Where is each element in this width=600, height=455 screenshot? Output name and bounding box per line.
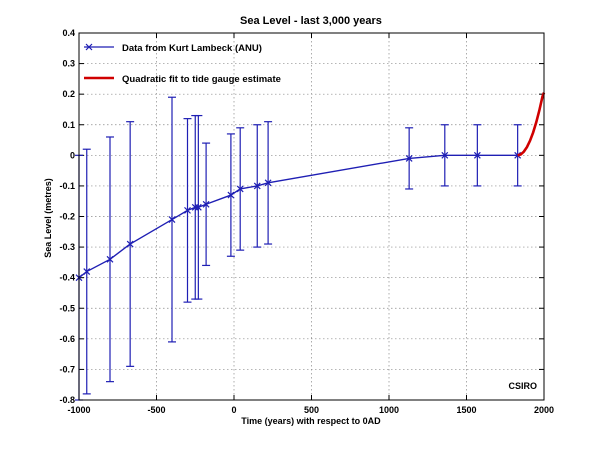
chart-title: Sea Level - last 3,000 years <box>240 15 382 27</box>
data-point <box>184 206 191 214</box>
x-tick-label: 500 <box>304 405 319 415</box>
y-tick-label: 0.1 <box>62 120 75 130</box>
data-point <box>236 185 244 193</box>
data-point <box>405 154 413 162</box>
data-point <box>194 203 202 211</box>
y-tick-label: -0.2 <box>59 212 75 222</box>
y-tick-label: -0.6 <box>59 334 75 344</box>
x-tick-label: -1000 <box>67 405 90 415</box>
y-axis-label: Sea Level (metres) <box>43 178 53 258</box>
x-tick-label: 2000 <box>534 405 554 415</box>
legend-label-lambeck: Data from Kurt Lambeck (ANU) <box>122 43 262 54</box>
x-tick-label: 0 <box>231 405 236 415</box>
y-tick-label: -0.3 <box>59 242 75 252</box>
data-point <box>441 151 449 159</box>
y-tick-label: 0.2 <box>62 89 75 99</box>
y-tick-label: 0.3 <box>62 59 75 69</box>
axis-ticks: -1000 -500 0 500 1000 1500 2000 -0.8 -0.7 -0.6 -0.… <box>59 28 554 415</box>
y-tick-label: -0.4 <box>59 273 75 283</box>
legend-label-quadratic: Quadratic fit to tide gauge estimate <box>122 74 281 85</box>
legend-marker-lambeck <box>85 43 93 51</box>
grid <box>79 33 544 400</box>
data-point <box>227 191 235 199</box>
x-tick-label: 1000 <box>379 405 399 415</box>
y-tick-label: -0.7 <box>59 364 75 374</box>
data-point <box>126 240 134 248</box>
plot-frame <box>78 32 545 401</box>
x-tick-label: 1500 <box>456 405 476 415</box>
y-tick-label: 0.4 <box>62 28 75 38</box>
data-point <box>168 216 176 223</box>
data-point <box>106 255 114 263</box>
y-tick-label: -0.1 <box>59 181 75 191</box>
data-point <box>253 182 261 190</box>
quadratic-fit-line <box>517 92 546 157</box>
data-point <box>191 203 199 211</box>
series-layer <box>75 92 546 401</box>
data-point <box>83 268 91 275</box>
csiro-label: CSIRO <box>508 381 537 391</box>
x-tick-label: -500 <box>147 405 165 415</box>
data-point <box>473 151 481 159</box>
legend: Data from Kurt Lambeck (ANU) Quadratic f… <box>84 43 281 85</box>
data-point <box>202 200 210 208</box>
y-tick-label: 0 <box>70 150 75 160</box>
y-tick-label: -0.8 <box>59 395 75 405</box>
data-point <box>264 179 272 187</box>
x-axis-label: Time (years) with respect to 0AD <box>241 416 381 426</box>
y-tick-label: -0.5 <box>59 303 75 313</box>
